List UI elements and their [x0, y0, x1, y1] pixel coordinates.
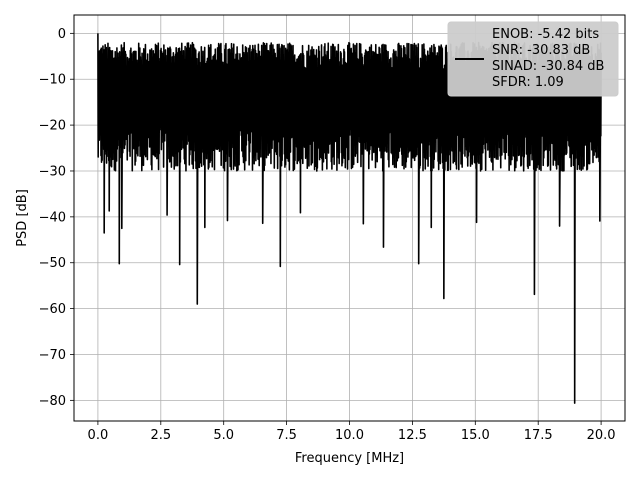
x-tick-label: 2.5	[150, 428, 171, 443]
y-tick-label: −20	[39, 119, 66, 134]
y-tick-label: −70	[39, 348, 66, 363]
legend: ENOB: -5.42 bits SNR: -30.83 dB SINAD: -…	[447, 21, 619, 97]
legend-text-enob: ENOB: -5.42 bits	[492, 27, 599, 42]
y-tick-label: −10	[39, 73, 66, 88]
legend-box	[447, 21, 619, 97]
x-tick-label: 0.0	[88, 428, 109, 443]
y-axis-ticks: 0 −10 −20 −30 −40 −50 −60 −70 −80	[39, 27, 74, 409]
x-tick-label: 15.0	[461, 428, 490, 443]
y-tick-label: −80	[39, 394, 66, 409]
legend-text-sinad: SINAD: -30.84 dB	[492, 59, 604, 74]
x-axis-ticks: 0.0 2.5 5.0 7.5 10.0 12.5 15.0 17.5 20.0	[88, 421, 616, 443]
x-tick-label: 7.5	[276, 428, 297, 443]
x-tick-label: 10.0	[335, 428, 364, 443]
x-axis-label: Frequency [MHz]	[295, 451, 404, 466]
y-axis-label: PSD [dB]	[15, 189, 30, 247]
legend-text-snr: SNR: -30.83 dB	[492, 43, 590, 58]
y-tick-label: 0	[58, 27, 66, 42]
x-tick-label: 17.5	[524, 428, 553, 443]
x-tick-label: 20.0	[587, 428, 616, 443]
y-tick-label: −40	[39, 210, 66, 225]
legend-text-sfdr: SFDR: 1.09	[492, 75, 564, 90]
y-tick-label: −30	[39, 164, 66, 179]
x-tick-label: 12.5	[398, 428, 427, 443]
y-tick-label: −60	[39, 302, 66, 317]
y-tick-label: −50	[39, 256, 66, 271]
x-tick-label: 5.0	[213, 428, 234, 443]
